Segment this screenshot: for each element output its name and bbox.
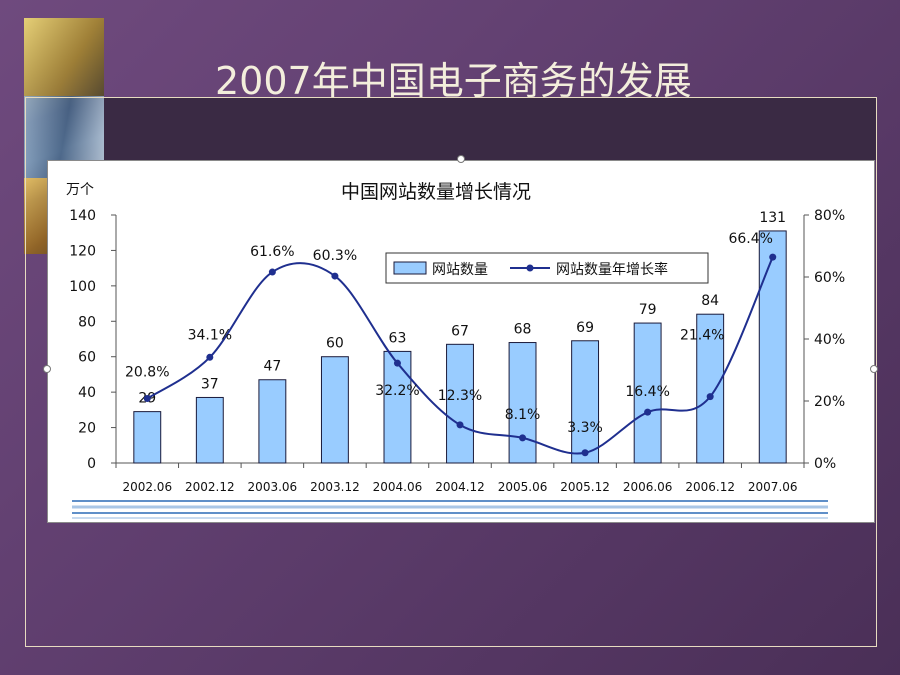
x-tick-label: 2004.06 [373, 480, 423, 494]
growth-rate-point [143, 395, 151, 403]
y-tick-label: 80 [78, 314, 96, 330]
legend-line-marker [526, 264, 534, 272]
y2-tick-label: 60% [814, 270, 845, 286]
bar-value-label: 37 [201, 376, 219, 392]
growth-rate-label: 20.8% [125, 365, 169, 381]
growth-rate-label: 12.3% [438, 388, 482, 404]
growth-rate-point [393, 359, 401, 367]
x-tick-label: 2004.12 [435, 480, 485, 494]
growth-rate-label: 66.4% [728, 231, 772, 247]
growth-rate-label: 8.1% [505, 407, 541, 423]
bar-value-label: 63 [389, 330, 407, 346]
legend-bar-label: 网站数量 [432, 262, 488, 278]
growth-rate-point [519, 434, 527, 442]
legend-line-label: 网站数量年增长率 [556, 261, 668, 278]
content-header-band [104, 98, 876, 160]
y-unit-label: 万个 [66, 182, 94, 198]
y2-tick-label: 20% [814, 394, 845, 410]
growth-rate-label: 32.2% [375, 383, 419, 399]
bar [633, 322, 662, 464]
growth-rate-label: 34.1% [188, 327, 232, 343]
growth-rate-point [331, 272, 339, 280]
bar-value-label: 131 [759, 210, 786, 226]
chart-panel[interactable]: 中国网站数量增长情况 万个 0 20 40 60 80 100 120 140 0% 20% 40%… [47, 160, 875, 523]
chart-svg: 中国网站数量增长情况 万个 0 20 40 60 80 100 120 140 0% 20% 40%… [66, 181, 845, 519]
growth-rate-point [644, 408, 652, 416]
bar [758, 230, 787, 464]
x-tick-label: 2005.06 [498, 480, 548, 494]
bar [258, 379, 287, 464]
growth-rate-point [581, 449, 589, 457]
chart-title: 中国网站数量增长情况 [341, 181, 531, 203]
growth-rate-label: 21.4% [680, 328, 724, 344]
bar-value-label: 84 [701, 293, 719, 309]
x-tick-label: 2003.12 [310, 480, 360, 494]
line-series: 20.8% 34.1% 61.6% 60.3% 32.2% 12.3% 8.1% 3.3% 16… [125, 231, 777, 457]
bar [696, 313, 725, 464]
growth-rate-point [706, 393, 714, 401]
growth-rate-label: 3.3% [567, 420, 603, 436]
y-tick-label: 60 [78, 350, 96, 366]
y-tick-label: 40 [78, 385, 96, 401]
bar-series: 29374760636768697984131 [133, 210, 787, 464]
y2-tick-label: 80% [814, 208, 845, 224]
growth-rate-point [769, 253, 777, 261]
bar-value-label: 69 [576, 320, 594, 336]
y2-tick-label: 0% [814, 456, 836, 472]
bar [383, 350, 412, 464]
bar [195, 396, 224, 464]
growth-rate-label: 61.6% [250, 244, 294, 260]
y-tick-label: 120 [69, 243, 96, 259]
x-tick-label: 2007.06 [748, 480, 798, 494]
resize-handle-top[interactable] [457, 155, 465, 163]
y-tick-label: 0 [87, 456, 96, 472]
y2-tick-label: 40% [814, 332, 845, 348]
bar [508, 342, 537, 464]
resize-handle-left[interactable] [43, 365, 51, 373]
panel-bottom-lines [72, 500, 828, 519]
bar-value-label: 68 [514, 322, 532, 338]
bar [133, 411, 162, 464]
growth-rate-point [206, 353, 214, 361]
y-tick-label: 140 [69, 208, 96, 224]
growth-rate-label: 16.4% [625, 384, 669, 400]
growth-rate-point [456, 421, 464, 429]
growth-rate-point [268, 268, 276, 276]
x-tick-label: 2002.12 [185, 480, 235, 494]
x-tick-label: 2005.12 [560, 480, 610, 494]
x-tick-label: 2002.06 [122, 480, 172, 494]
legend-bar-swatch [393, 261, 427, 275]
x-tick-label: 2003.06 [248, 480, 298, 494]
slide-title: 2007年中国电子商务的发展 [215, 59, 692, 103]
chart-axes: 0 20 40 60 80 100 120 140 0% 20% 40% 60% 80% 2002.06 2… [69, 208, 845, 494]
bar [571, 340, 600, 464]
x-tick-label: 2006.12 [685, 480, 735, 494]
resize-handle-right[interactable] [870, 365, 878, 373]
chart-legend: 网站数量 网站数量年增长率 [385, 252, 709, 284]
bar [320, 356, 349, 464]
x-tick-label: 2006.06 [623, 480, 673, 494]
y-tick-label: 20 [78, 421, 96, 437]
bar-value-label: 79 [639, 302, 657, 318]
bar-value-label: 67 [451, 323, 469, 339]
bar-value-label: 60 [326, 336, 344, 352]
bar-value-label: 47 [263, 359, 281, 375]
y-tick-label: 100 [69, 279, 96, 295]
bar [446, 343, 474, 464]
growth-rate-label: 60.3% [313, 248, 357, 264]
photo-hand-writing [24, 18, 104, 96]
